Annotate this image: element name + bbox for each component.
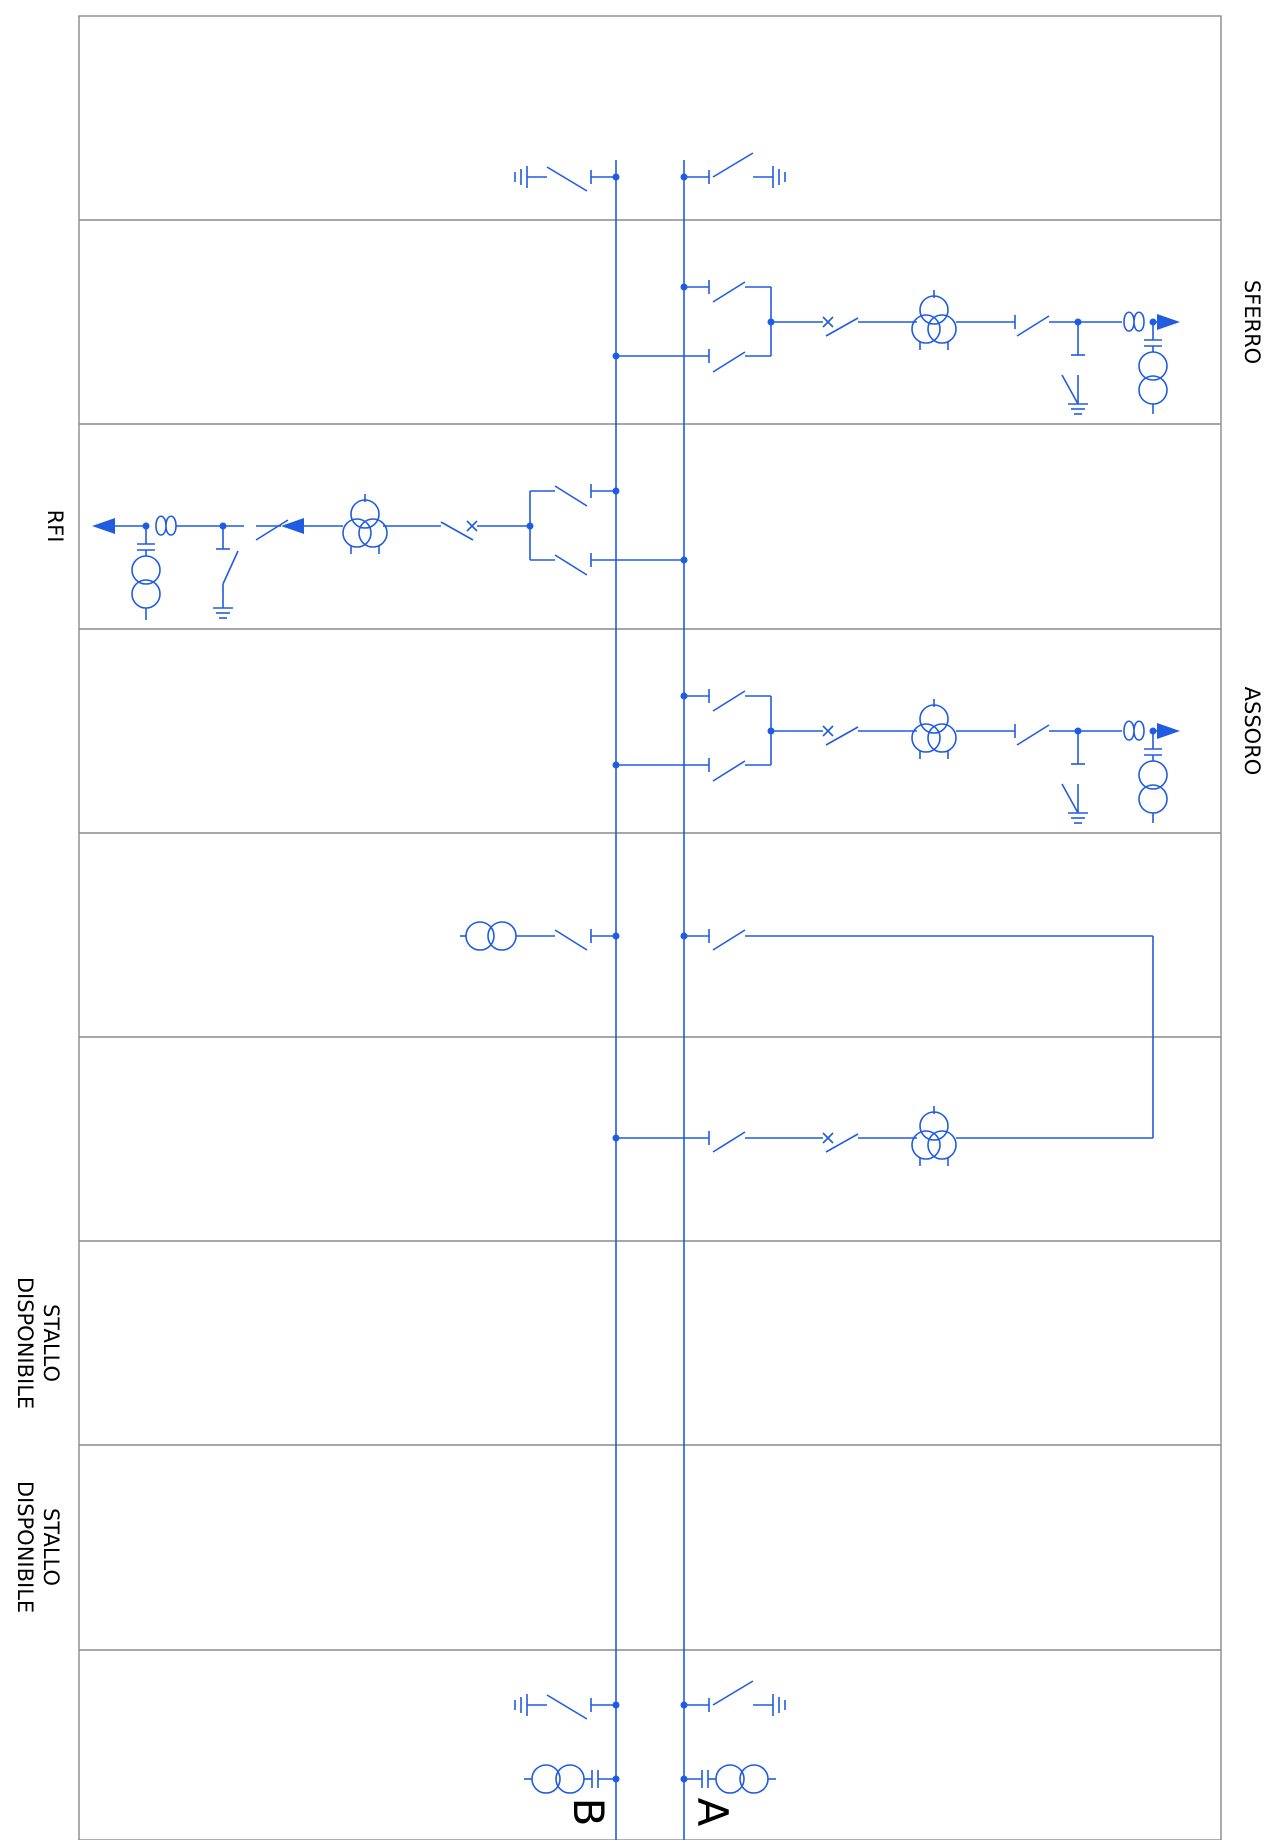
sferro-arrow-icon bbox=[1157, 314, 1180, 330]
label-stallo-1: STALLO bbox=[39, 1304, 63, 1382]
label-disponibile-1: DISPONIBILE bbox=[13, 1277, 37, 1409]
label-stallo-2: STALLO bbox=[39, 1508, 63, 1586]
bay-6-transformer-feeder bbox=[616, 1106, 957, 1166]
label-assoro: ASSORO bbox=[1240, 687, 1264, 776]
label-busbar-a: A bbox=[688, 1798, 737, 1827]
bus-earthing-bottom bbox=[514, 1680, 786, 1720]
bay-sferro-feeder bbox=[616, 280, 1168, 415]
assoro-arrow-icon bbox=[1157, 723, 1180, 739]
label-rfi: RFI bbox=[43, 510, 67, 543]
bay-frame bbox=[78, 15, 1222, 1840]
junction-dots bbox=[142, 173, 1157, 1783]
bay-rfi-feeder bbox=[115, 484, 684, 620]
bay-5-measure-and-link bbox=[460, 921, 1154, 1139]
rfi-arrow-icon bbox=[92, 518, 115, 534]
rfi-cable-arrow-icon bbox=[281, 518, 304, 534]
bay-assoro-feeder bbox=[616, 689, 1168, 824]
bus-measure-bottom bbox=[524, 1764, 776, 1794]
label-busbar-b: B bbox=[564, 1798, 613, 1827]
bus-earthing-top bbox=[514, 152, 786, 192]
label-disponibile-2: DISPONIBILE bbox=[13, 1481, 37, 1613]
label-sferro: SFERRO bbox=[1240, 280, 1264, 364]
